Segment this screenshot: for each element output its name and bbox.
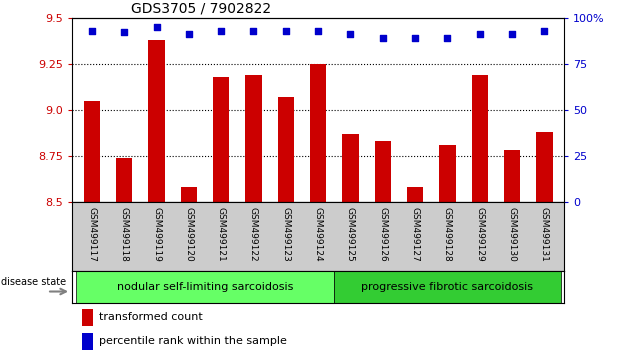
Bar: [181, 187, 197, 202]
Point: [378, 35, 388, 41]
Text: GSM499128: GSM499128: [443, 207, 452, 262]
Bar: [83, 333, 93, 350]
Text: GSM499126: GSM499126: [378, 207, 387, 262]
Text: GSM499130: GSM499130: [508, 207, 517, 262]
Text: transformed count: transformed count: [100, 312, 203, 322]
Bar: [439, 145, 455, 202]
Text: GSM499119: GSM499119: [152, 207, 161, 262]
Point: [119, 30, 129, 35]
Text: GSM499121: GSM499121: [217, 207, 226, 262]
Text: GSM499131: GSM499131: [540, 207, 549, 262]
Text: progressive fibrotic sarcoidosis: progressive fibrotic sarcoidosis: [362, 282, 534, 292]
Text: GSM499117: GSM499117: [88, 207, 96, 262]
Text: GSM499125: GSM499125: [346, 207, 355, 262]
Bar: [246, 75, 261, 202]
Text: GDS3705 / 7902822: GDS3705 / 7902822: [132, 1, 272, 15]
Text: nodular self-limiting sarcoidosis: nodular self-limiting sarcoidosis: [117, 282, 293, 292]
Text: GSM499123: GSM499123: [282, 207, 290, 262]
Bar: [278, 97, 294, 202]
Point: [345, 32, 355, 37]
Bar: [83, 309, 93, 326]
Text: GSM499129: GSM499129: [475, 207, 484, 262]
Bar: [116, 158, 132, 202]
Point: [507, 32, 517, 37]
Bar: [213, 76, 229, 202]
Text: GSM499120: GSM499120: [185, 207, 193, 262]
Point: [248, 28, 258, 33]
Text: GSM499118: GSM499118: [120, 207, 129, 262]
Bar: [149, 40, 164, 202]
Point: [184, 32, 194, 37]
Point: [313, 28, 323, 33]
Point: [539, 28, 549, 33]
Bar: [375, 141, 391, 202]
Bar: [536, 132, 553, 202]
Point: [442, 35, 452, 41]
Point: [475, 32, 485, 37]
Point: [410, 35, 420, 41]
Point: [87, 28, 97, 33]
Text: GSM499122: GSM499122: [249, 207, 258, 262]
Bar: [342, 134, 358, 202]
Bar: [504, 150, 520, 202]
Text: disease state: disease state: [1, 277, 67, 287]
Bar: [76, 271, 335, 303]
Point: [281, 28, 291, 33]
Text: GSM499124: GSM499124: [314, 207, 323, 262]
Bar: [407, 187, 423, 202]
Bar: [335, 271, 561, 303]
Text: percentile rank within the sample: percentile rank within the sample: [100, 336, 287, 346]
Text: GSM499127: GSM499127: [411, 207, 420, 262]
Bar: [84, 101, 100, 202]
Bar: [310, 64, 326, 202]
Point: [216, 28, 226, 33]
Point: [151, 24, 161, 30]
Bar: [472, 75, 488, 202]
